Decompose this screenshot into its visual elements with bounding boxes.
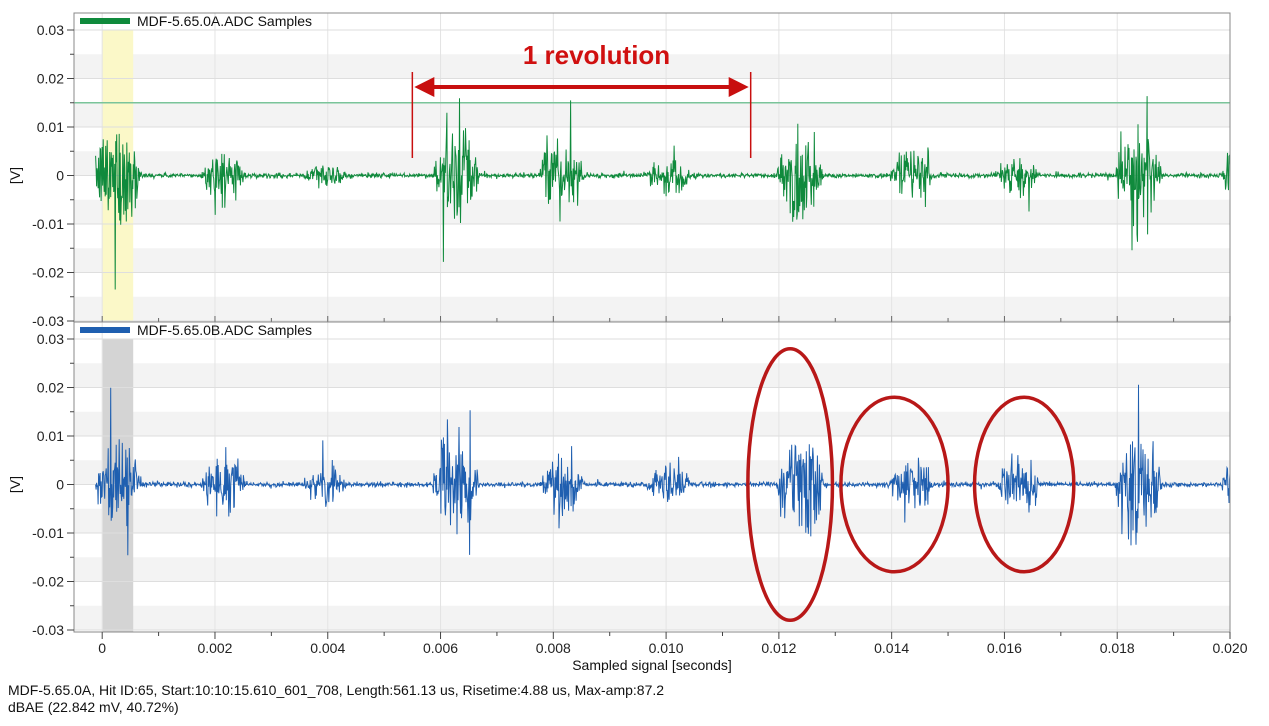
legend-swatch-a bbox=[80, 18, 130, 24]
x-tick-label: 0.016 bbox=[987, 640, 1022, 656]
revolution-annotation: 1 revolution bbox=[411, 40, 752, 158]
grid-band bbox=[74, 102, 1230, 127]
grid-band bbox=[74, 460, 1230, 485]
grid-band bbox=[74, 411, 1230, 436]
x-tick-label: 0.020 bbox=[1212, 640, 1247, 656]
series-line-a bbox=[95, 96, 1231, 290]
y-tick-label: 0.02 bbox=[37, 380, 64, 396]
x-tick-label: 0.012 bbox=[761, 640, 796, 656]
plot-b-adc-samples: 0.030.020.010-0.01-0.02-0.03 0 0.002 0.004… bbox=[7, 321, 1248, 673]
x-tick-label: 0 bbox=[98, 640, 106, 656]
grid-band bbox=[74, 296, 1230, 321]
arrowhead-right bbox=[728, 77, 749, 97]
x-tick-label: 0.014 bbox=[874, 640, 909, 656]
grid-band bbox=[74, 248, 1230, 273]
y-tick-label: 0.01 bbox=[37, 428, 64, 444]
x-tick-label: 0.002 bbox=[197, 640, 232, 656]
x-tick-label: 0.006 bbox=[423, 640, 458, 656]
x-axis-label: Sampled signal [seconds] bbox=[572, 657, 732, 673]
y-tick-label: 0.02 bbox=[37, 71, 64, 87]
y-tick-label: 0 bbox=[56, 168, 64, 184]
grid-band bbox=[74, 605, 1230, 630]
y-tick-label: -0.03 bbox=[32, 313, 64, 329]
grid-band bbox=[74, 54, 1230, 79]
status-bar: MDF-5.65.0A, Hit ID:65, Start:10:10:15.6… bbox=[8, 682, 1258, 716]
highlight-circle bbox=[839, 395, 950, 574]
y-tick-label: -0.01 bbox=[32, 525, 64, 541]
y-tick-label: -0.03 bbox=[32, 622, 64, 638]
series-line-b bbox=[95, 384, 1231, 556]
grid-band bbox=[74, 363, 1230, 388]
y-tick-label: -0.02 bbox=[32, 574, 64, 590]
y-tick-label: -0.01 bbox=[32, 216, 64, 232]
status-line-dbae: dBAE (22.842 mV, 40.72%) bbox=[8, 699, 179, 715]
legend-entry-a: MDF-5.65.0A.ADC Samples bbox=[137, 13, 312, 29]
y-axis-label-b: [V] bbox=[7, 476, 23, 493]
revolution-label: 1 revolution bbox=[523, 40, 670, 70]
grid-band bbox=[74, 151, 1230, 176]
x-tick-label: 0.004 bbox=[310, 640, 345, 656]
y-tick-label: -0.02 bbox=[32, 265, 64, 281]
y-tick-label: 0.03 bbox=[37, 331, 64, 347]
x-tick-label: 0.018 bbox=[1100, 640, 1135, 656]
arrowhead-left bbox=[414, 77, 435, 97]
legend-swatch-b bbox=[80, 327, 130, 333]
status-line-hit-info: MDF-5.65.0A, Hit ID:65, Start:10:10:15.6… bbox=[8, 682, 665, 698]
x-tick-label: 0.008 bbox=[536, 640, 571, 656]
y-axis-label-a: [V] bbox=[7, 167, 23, 184]
legend-entry-b: MDF-5.65.0B.ADC Samples bbox=[137, 322, 312, 338]
grid-band bbox=[74, 557, 1230, 582]
grid-band bbox=[74, 508, 1230, 533]
plot-a-adc-samples: 0.03 0.02 0.01 0 -0.01 -0.02 -0.03 [V] MDF-5.6… bbox=[7, 12, 1231, 329]
highlight-circle bbox=[746, 346, 835, 623]
y-tick-label: 0.03 bbox=[37, 22, 64, 38]
y-tick-label: 0 bbox=[56, 477, 64, 493]
plot-frame-b bbox=[73, 321, 1231, 633]
y-tick-label: 0.01 bbox=[37, 119, 64, 135]
highlight-circle bbox=[972, 395, 1076, 574]
grid-band bbox=[74, 199, 1230, 224]
x-tick-label: 0.010 bbox=[649, 640, 684, 656]
